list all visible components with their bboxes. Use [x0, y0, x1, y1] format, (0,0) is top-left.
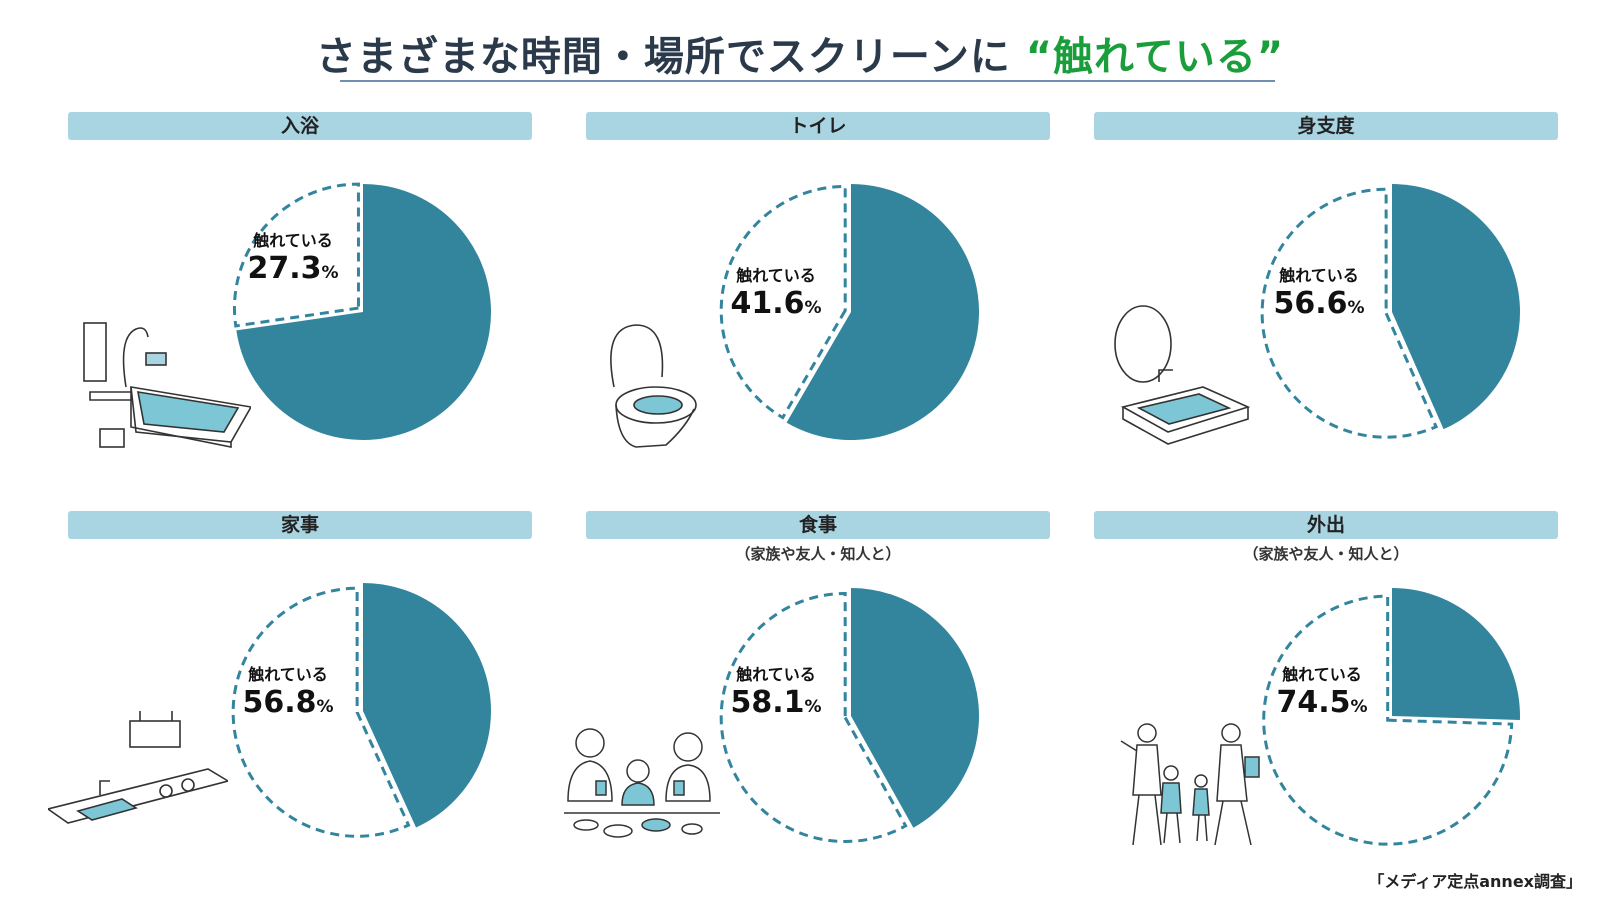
- pie-touching-slice: [1262, 594, 1514, 846]
- pie-unit: %: [1347, 298, 1365, 318]
- family-walk-illustration: [1120, 723, 1260, 846]
- pie-touching-slice: [719, 592, 908, 844]
- pie-rest-slice: [363, 583, 491, 828]
- pie-value: 27.3: [247, 251, 322, 286]
- panel-grooming: 身支度 触れている 56.6%: [1094, 112, 1600, 512]
- pie-chart-outing: [1262, 588, 1520, 846]
- pie-chart-meal: [719, 588, 979, 844]
- pie-label-text: 触れている: [736, 665, 816, 684]
- category-bar: 外出: [1094, 511, 1558, 539]
- pie-label-text: 触れている: [1279, 266, 1359, 285]
- pie-label: 触れている 58.1%: [716, 661, 836, 725]
- pie-value: 56.8: [242, 685, 317, 720]
- pie-chart-toilet: [719, 184, 979, 440]
- kitchen-illustration: [48, 711, 228, 824]
- page-title: さまざまな時間・場所でスクリーンに “触れている”: [0, 24, 1600, 82]
- panel-bathing: 入浴 触れている 27.3%: [68, 112, 588, 512]
- panel-housework: 家事 触れている 56.8%: [48, 511, 588, 911]
- pie-label: 触れている 56.8%: [228, 661, 348, 725]
- pie-value: 74.5: [1276, 685, 1351, 720]
- pie-chart-grooming: [1260, 184, 1520, 439]
- category-bar: トイレ: [586, 112, 1050, 140]
- pie-unit: %: [321, 263, 339, 283]
- washbasin-illustration: [1114, 305, 1251, 445]
- title-underline: [340, 80, 1275, 82]
- pie-chart-bathing: [232, 182, 491, 440]
- pie-touching-slice: [231, 586, 411, 838]
- family-meal-illustration: [564, 728, 720, 838]
- pie-value: 56.6: [1273, 286, 1348, 321]
- pie-unit: %: [1350, 697, 1368, 717]
- pie-value: 41.6: [730, 286, 805, 321]
- pie-label-text: 触れている: [248, 665, 328, 684]
- pie-unit: %: [804, 298, 822, 318]
- pie-rest-slice: [851, 588, 979, 828]
- bathtub-illustration: [83, 322, 251, 448]
- pie-rest-slice: [1392, 588, 1520, 721]
- category-bar: 入浴: [68, 112, 532, 140]
- panel-meal: 食事 （家族や友人・知人と） 触れている 58.1%: [564, 511, 1106, 911]
- pie-label-text: 触れている: [1282, 665, 1362, 684]
- pie-label: 触れている 56.6%: [1259, 262, 1379, 326]
- title-main: さまざまな時間・場所でスクリーンに: [315, 34, 1026, 80]
- pie-touching-slice: [719, 184, 847, 420]
- category-bar: 身支度: [1094, 112, 1558, 140]
- pie-rest-slice: [786, 184, 979, 440]
- panel-outing: 外出 （家族や友人・知人と） 触れている 74.5%: [1094, 511, 1600, 911]
- pie-label: 触れている 74.5%: [1262, 661, 1382, 725]
- pie-label-text: 触れている: [736, 266, 816, 285]
- pie-touching-slice: [1260, 187, 1439, 439]
- pie-label: 触れている 27.3%: [233, 227, 353, 291]
- pie-rest-slice: [1392, 184, 1520, 430]
- category-subtitle: （家族や友人・知人と）: [1243, 545, 1409, 563]
- toilet-illustration: [610, 324, 697, 448]
- panel-toilet: トイレ 触れている 41.6%: [586, 112, 1106, 512]
- pie-touching-slice: [232, 182, 360, 328]
- pie-label-text: 触れている: [253, 231, 333, 250]
- pie-label: 触れている 41.6%: [716, 262, 836, 326]
- pie-value: 58.1: [730, 685, 805, 720]
- pie-rest-slice: [236, 184, 491, 440]
- category-bar: 家事: [68, 511, 532, 539]
- category-subtitle: （家族や友人・知人と）: [735, 545, 901, 563]
- pie-unit: %: [316, 697, 334, 717]
- category-bar: 食事: [586, 511, 1050, 539]
- title-highlight: “触れている”: [1025, 34, 1285, 80]
- pie-unit: %: [804, 697, 822, 717]
- pie-chart-housework: [231, 583, 491, 838]
- source-note: 「メディア定点annex調査」: [1368, 872, 1582, 891]
